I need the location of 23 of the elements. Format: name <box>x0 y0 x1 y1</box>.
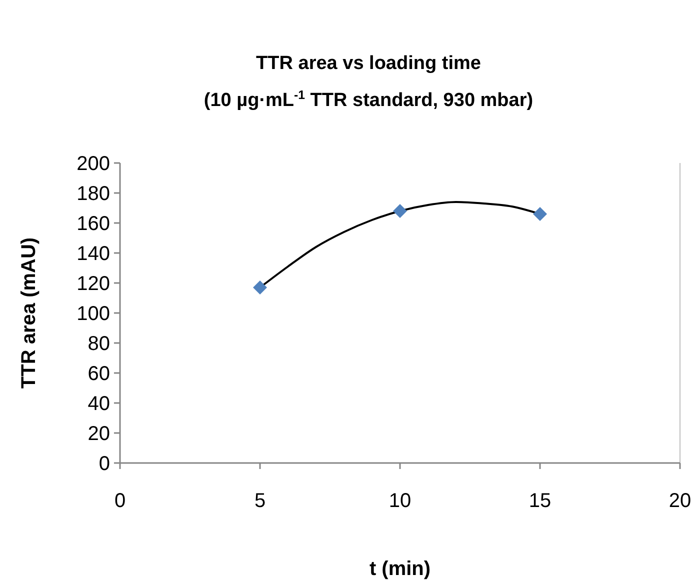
y-tick-label: 80 <box>88 333 110 355</box>
x-tick-label: 20 <box>668 490 692 512</box>
y-tick-label: 120 <box>76 273 110 295</box>
chart-subtitle: (10 µg·mL$^{-1}$ TTR standard, 930 mbar) <box>204 88 534 111</box>
y-axis-title: TTR area (mAU) <box>18 237 40 389</box>
y-tick-label: 20 <box>88 423 110 445</box>
y-tick-label: 160 <box>76 213 110 235</box>
y-tick-label: 100 <box>76 303 110 325</box>
x-tick-label: 15 <box>528 490 552 512</box>
point <box>393 204 407 218</box>
point <box>533 207 547 221</box>
x-tick-label: 0 <box>114 490 126 512</box>
x-tick-label: 10 <box>388 490 412 512</box>
y-tick-label: 60 <box>88 363 110 385</box>
x-axis-title: t (min) <box>369 558 431 580</box>
y-tick-label: 200 <box>76 153 110 175</box>
y-tick-label: 180 <box>76 183 110 205</box>
chart-title: TTR area vs loading time <box>256 53 481 74</box>
y-tick-label: 0 <box>98 453 110 475</box>
x-tick-label: 5 <box>254 490 266 512</box>
point <box>253 280 267 294</box>
y-tick-label: 140 <box>76 243 110 265</box>
y-tick-label: 40 <box>88 393 110 415</box>
